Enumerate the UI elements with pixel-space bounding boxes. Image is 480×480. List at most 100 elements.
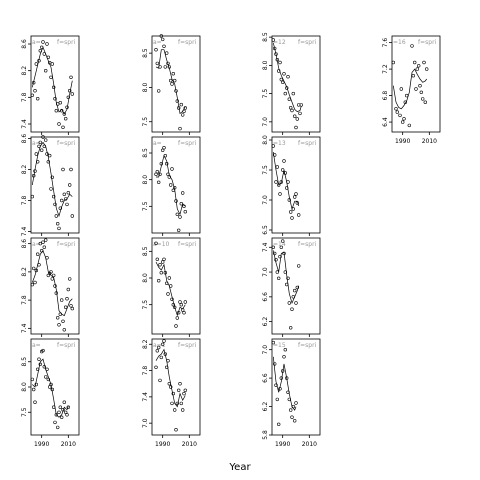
panel-frame [151, 136, 201, 234]
data-point [395, 110, 399, 114]
data-point [65, 413, 69, 417]
y-tick-label: 7.4 [21, 323, 28, 333]
trend-line [272, 42, 302, 113]
data-point [66, 191, 71, 195]
data-point [183, 300, 188, 304]
data-point [286, 180, 290, 184]
data-point [281, 239, 285, 243]
y-tick-label: 7.5 [142, 201, 149, 211]
data-point [61, 408, 65, 412]
data-point [51, 273, 56, 278]
data-point [159, 355, 164, 360]
panel-3: a= f=spri 7.4 7.8 8.2 8.6 [21, 237, 80, 337]
data-point [271, 340, 275, 345]
y-tick-label: 7.8 [21, 92, 28, 102]
panel-frame [271, 237, 321, 335]
panel-label: =13 [273, 140, 286, 147]
y-tick-label: 7.4 [262, 242, 269, 252]
data-point [289, 326, 293, 330]
panel-label: a= [32, 39, 41, 46]
data-point [53, 420, 57, 425]
trend-line [31, 46, 73, 115]
data-point [273, 46, 277, 51]
data-point [43, 238, 48, 242]
y-tick-label: 6.8 [382, 91, 389, 101]
data-point [55, 425, 60, 430]
data-point [62, 400, 67, 404]
panel-frame [151, 237, 201, 335]
panel-label: a= [153, 140, 162, 147]
data-point [50, 62, 54, 66]
data-point [181, 408, 185, 412]
data-point [55, 102, 60, 106]
data-point [287, 397, 291, 402]
data-point [34, 382, 38, 387]
data-point [421, 97, 425, 101]
data-point [34, 152, 38, 156]
panel-10: =13 f=spri 6.5 7.0 7.5 8.0 [262, 135, 321, 236]
data-point [53, 202, 57, 207]
data-point [54, 214, 58, 218]
data-point [294, 192, 298, 196]
data-point [293, 114, 297, 118]
data-point [38, 362, 42, 366]
y-tick-label: 7.4 [142, 392, 149, 402]
data-point [178, 126, 182, 131]
data-point [173, 408, 177, 412]
data-point [59, 298, 64, 302]
data-point [179, 303, 184, 307]
y-tick-label: 6.2 [262, 317, 269, 327]
data-point [163, 154, 168, 158]
trend-line [272, 356, 297, 411]
data-point [155, 61, 160, 66]
data-point [169, 385, 173, 389]
data-point [175, 316, 180, 320]
panel-season-label: f=spri [57, 342, 76, 349]
data-point [47, 60, 52, 65]
data-point [298, 111, 302, 116]
panel-frame [30, 338, 80, 436]
panel-12: =15 f=spri 5.8 6.2 6.6 7.0 1990 2010 [262, 338, 321, 448]
data-point [159, 271, 164, 275]
data-point [57, 410, 61, 414]
data-point [402, 117, 406, 121]
data-point [295, 201, 299, 205]
data-point [181, 191, 185, 195]
panel-season-label: f=spri [178, 241, 197, 248]
y-tick-label: 6.6 [262, 373, 269, 383]
x-tick-label: 1990 [34, 441, 49, 448]
y-tick-label: 8.0 [142, 273, 149, 283]
data-point [57, 226, 61, 231]
data-point [166, 61, 170, 66]
data-point [159, 34, 164, 38]
panel-season-label: f=spri [57, 241, 76, 248]
data-point [62, 328, 67, 332]
data-point [173, 186, 177, 190]
data-point [291, 404, 295, 409]
data-point [171, 188, 176, 193]
data-point [278, 60, 282, 65]
data-point [275, 397, 279, 402]
trend-line [31, 249, 73, 317]
data-point [411, 73, 415, 78]
data-point [34, 268, 38, 273]
panel-season-label: f=spri [298, 342, 317, 349]
panel-8: a=1 f=spri 7.0 7.4 7.8 8.2 1990 2010 [142, 338, 201, 448]
data-point [31, 266, 36, 271]
data-point [61, 319, 65, 323]
data-point [290, 307, 294, 311]
panel-9: =12 f=spri 7.0 7.5 8.0 8.5 [262, 32, 321, 135]
data-point [49, 187, 53, 191]
data-point [278, 387, 282, 391]
data-point [57, 122, 61, 126]
data-point [67, 88, 72, 93]
data-point [177, 106, 181, 110]
data-point [35, 252, 40, 256]
data-point [45, 256, 49, 260]
data-point [273, 251, 277, 256]
data-point [403, 100, 407, 104]
data-point [165, 51, 169, 55]
data-point [179, 401, 184, 406]
data-point [167, 382, 172, 386]
data-point [183, 388, 188, 392]
